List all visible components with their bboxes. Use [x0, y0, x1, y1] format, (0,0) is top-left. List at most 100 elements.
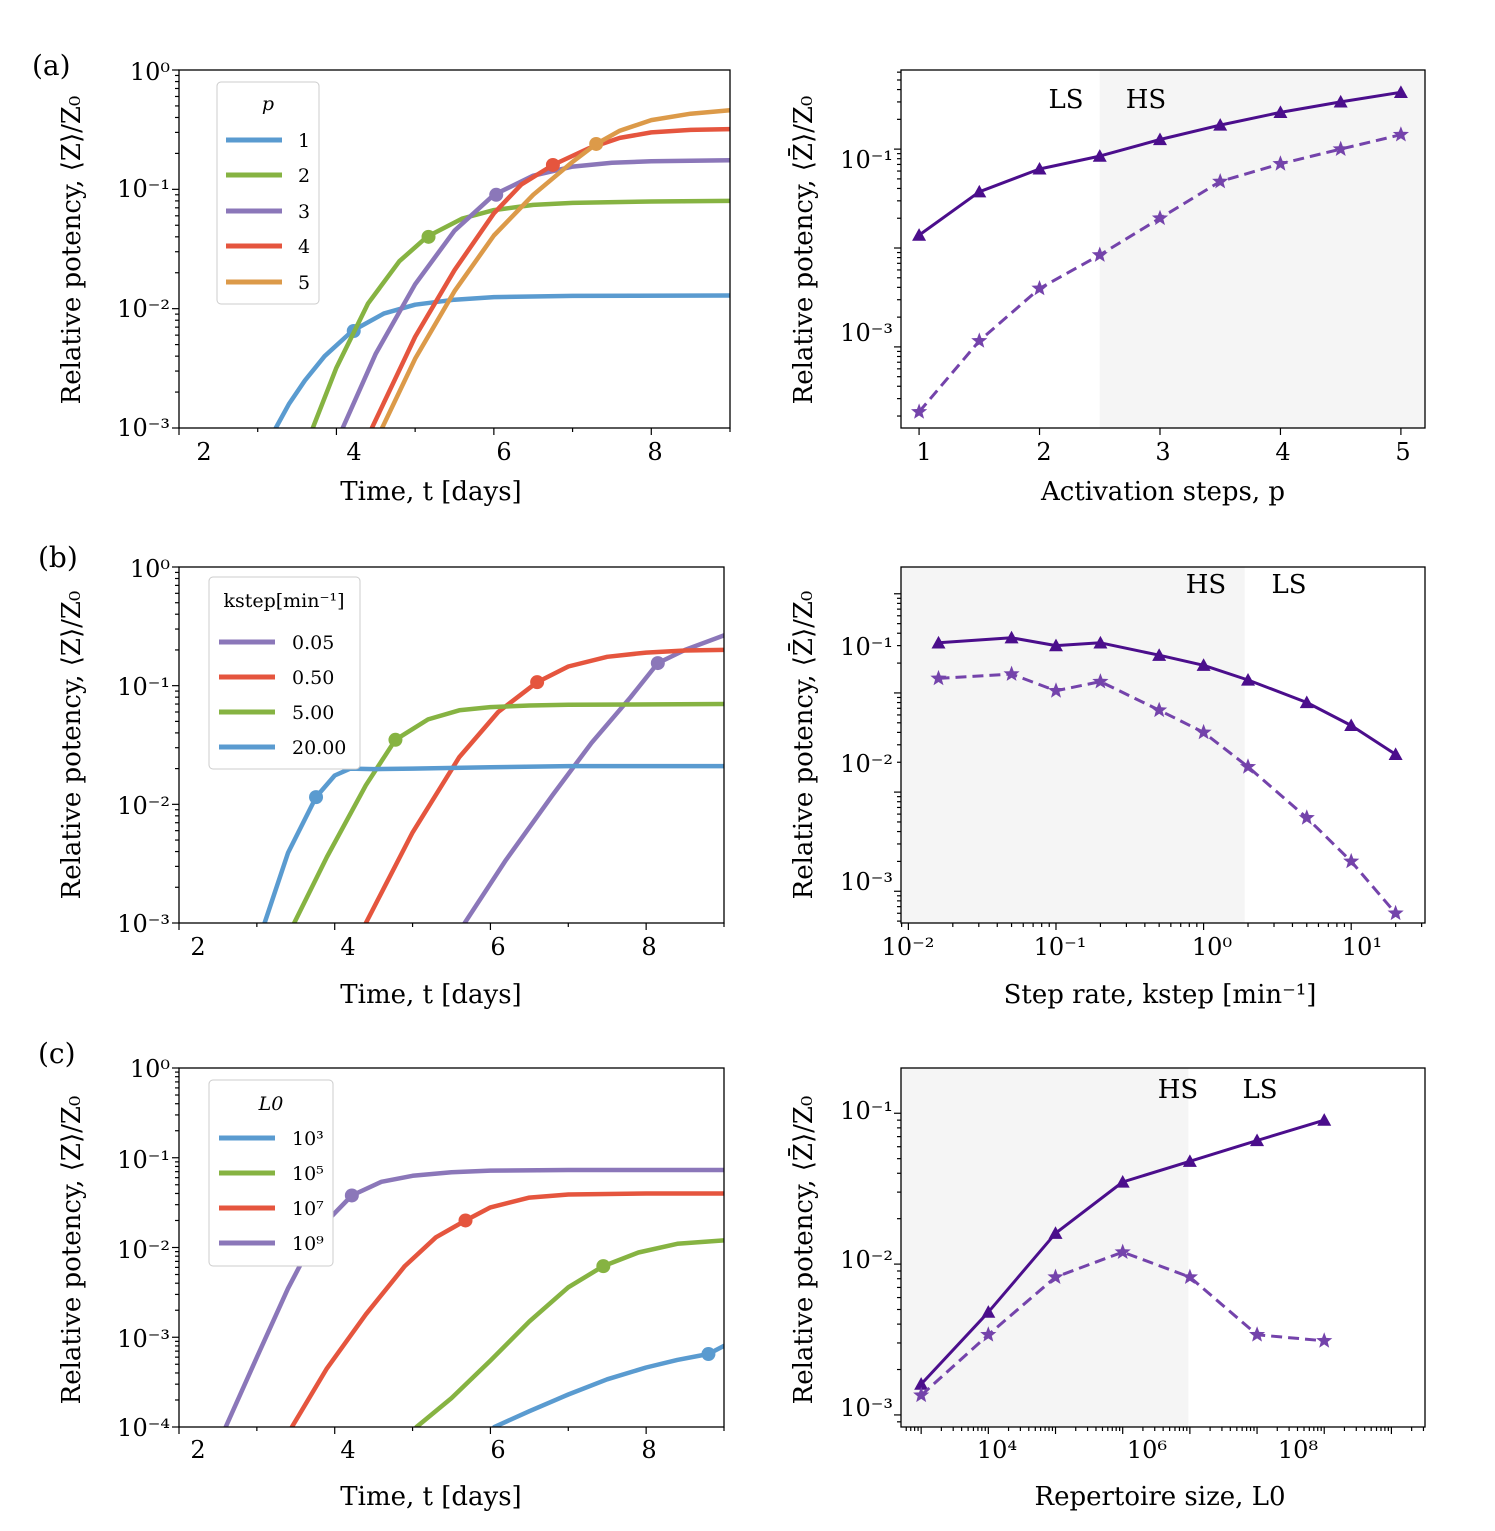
plot-area: [172, 1067, 725, 1434]
triangle-marker: [1196, 658, 1211, 671]
triangle-marker: [1004, 630, 1019, 644]
x-axis-label: Activation steps, p: [1040, 477, 1285, 507]
solid-series-line: [938, 636, 1397, 756]
y-tick-label: 10⁻¹: [117, 1146, 170, 1174]
triangle-marker: [1048, 638, 1063, 652]
series-group: [262, 633, 724, 923]
region-label: HS: [1158, 1075, 1199, 1105]
triangle-marker: [1093, 635, 1108, 649]
plot-area: [894, 566, 1426, 930]
plot-frame: [900, 566, 1426, 924]
legend-entry: 1: [298, 130, 310, 152]
x-tick-label: 2: [1036, 438, 1051, 466]
triangle-marker: [1092, 149, 1107, 162]
series-group: [223, 1167, 724, 1427]
series-line-4: [369, 126, 730, 428]
y-axis-label: Relative potency, ⟨Z̄⟩/Z₀: [787, 1096, 819, 1405]
series-marker-10³: [701, 1347, 716, 1362]
region-label: HS: [1186, 570, 1227, 600]
series-line-5: [379, 107, 730, 428]
legend-entry: 5.00: [292, 702, 334, 724]
y-tick-label: 10⁻³: [117, 414, 170, 442]
triangle-marker: [1152, 648, 1167, 661]
triangle-marker: [1317, 1113, 1332, 1126]
triangle-marker: [1250, 1133, 1265, 1147]
y-tick-label: 10⁰: [130, 58, 170, 86]
plot-frame: [178, 1067, 725, 1428]
axis-ticks: [894, 593, 1423, 930]
y-tick-label: 10⁻¹: [117, 673, 170, 701]
star-marker: [1047, 682, 1065, 698]
star-marker: [1031, 280, 1048, 296]
plot-area: [894, 69, 1426, 435]
axis-ticks: [894, 1112, 1425, 1434]
series-marker-3: [489, 187, 504, 202]
legend-entry: 3: [298, 201, 310, 223]
x-tick-label: 4: [346, 438, 361, 466]
x-axis-label: Step rate, kstep [min⁻¹]: [1004, 980, 1317, 1010]
legend-entry: 5: [298, 272, 310, 294]
triangle-marker: [1213, 118, 1228, 131]
series-marker-10⁷: [458, 1213, 473, 1228]
star-marker: [1181, 1268, 1198, 1284]
x-tick-label: 2: [196, 438, 211, 466]
star-marker: [1343, 852, 1360, 869]
x-tick-label: 3: [1155, 438, 1170, 466]
y-tick-label: 10⁻³: [117, 910, 170, 938]
x-tick-label: 6: [490, 1436, 505, 1464]
x-tick-label: 8: [647, 438, 662, 466]
x-tick-label: 10⁻¹: [1034, 933, 1087, 961]
legend-entry: 0.05: [292, 632, 334, 654]
y-axis-label: Relative potency, ⟨Z⟩/Z₀: [57, 96, 87, 405]
x-tick-label: 6: [490, 933, 505, 961]
series-line-2: [310, 198, 730, 428]
y-axis-label: Relative potency, ⟨Z⟩/Z₀: [57, 1096, 87, 1405]
axis-ticks: [172, 1067, 725, 1434]
star-marker: [913, 1386, 930, 1403]
star-marker: [1092, 673, 1109, 689]
chart-c-right: HS LS 10⁻¹ 10⁻² 10⁻³ 10⁴ 10⁶ 10⁸ Reperto…: [787, 1067, 1426, 1512]
legend-title: p: [262, 93, 274, 115]
y-tick-label: 10⁻⁴: [117, 1414, 170, 1442]
series-line-5.00: [291, 701, 724, 923]
series-line-20.00: [262, 763, 724, 923]
axis-ticks: [894, 71, 1402, 435]
triangle-marker: [1344, 718, 1359, 732]
triangle-marker: [1273, 105, 1288, 119]
series-line-0.05: [462, 633, 724, 923]
y-tick-label: 10⁻¹: [840, 146, 893, 174]
star-marker: [1047, 1268, 1064, 1284]
x-tick-label: 10⁶: [1127, 1436, 1167, 1464]
y-tick-label: 10⁻³: [840, 868, 893, 896]
y-axis-label: Relative potency, ⟨Z̄⟩/Z₀: [787, 591, 819, 900]
axis-ticks: [172, 566, 725, 930]
series-group: [911, 85, 1409, 419]
triangle-marker: [1241, 673, 1256, 686]
region-label: LS: [1048, 85, 1083, 115]
y-tick-label: 10⁻³: [840, 1394, 893, 1422]
series-group: [273, 107, 730, 428]
triangle-marker: [1182, 1154, 1197, 1167]
series-marker-5.00: [388, 732, 403, 747]
legend: L0 10³ 10⁵ 10⁷ 10⁹: [208, 1079, 334, 1267]
y-tick-label: 10⁻²: [117, 295, 170, 323]
dashed-series-line: [938, 672, 1397, 915]
x-tick-label: 2: [190, 933, 205, 961]
triangle-marker: [1393, 85, 1408, 98]
series-line-10⁵: [414, 1238, 724, 1427]
star-marker: [1332, 140, 1349, 156]
series-marker-5: [589, 136, 604, 151]
axis-ticks: [172, 69, 731, 435]
star-marker: [971, 332, 988, 348]
star-marker: [1003, 665, 1020, 681]
star-marker: [980, 1326, 997, 1342]
series-line-3: [340, 158, 730, 428]
x-tick-label: 10⁰: [1192, 933, 1232, 961]
triangle-marker: [1032, 161, 1047, 175]
star-marker: [1151, 701, 1168, 718]
series-line-10³: [492, 1343, 724, 1427]
plot-frame: [178, 566, 725, 924]
series-group: [930, 630, 1404, 921]
y-tick-label: 10⁻³: [117, 1325, 170, 1353]
